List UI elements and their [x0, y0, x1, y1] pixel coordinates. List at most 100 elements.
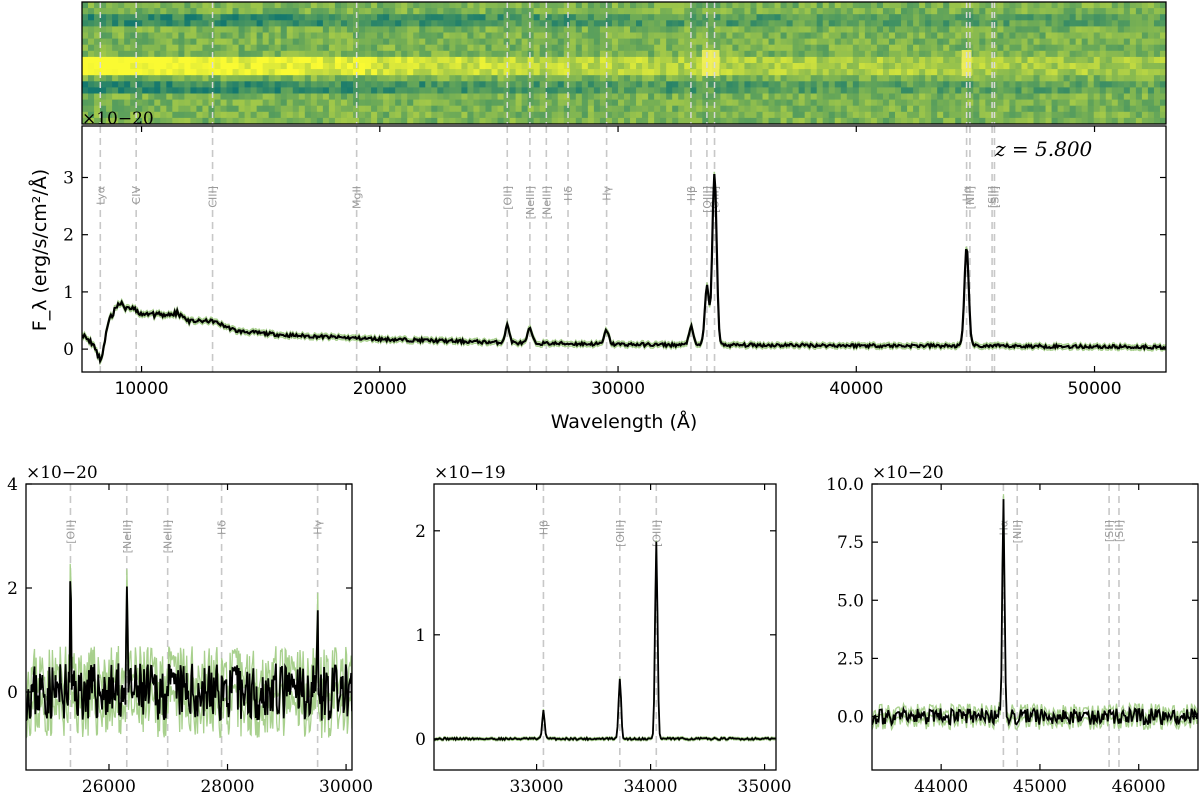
heatmap-cell — [365, 93, 372, 101]
heatmap-cell — [864, 87, 872, 94]
heatmap-cell — [527, 56, 535, 64]
heatmap-cell — [672, 44, 679, 52]
heatmap-cell — [154, 8, 161, 15]
heatmap-cell — [593, 20, 601, 27]
heatmap-cell — [955, 38, 962, 46]
heatmap-cell — [1069, 69, 1077, 76]
heatmap-cell — [1135, 32, 1143, 40]
heatmap-cell — [509, 111, 517, 119]
heatmap-cell — [256, 99, 264, 107]
heatmap-cell — [888, 50, 896, 58]
heatmap-cell — [334, 69, 342, 76]
heatmap-cell — [184, 26, 191, 33]
heatmap-cell — [690, 117, 697, 124]
heatmap-cell — [1063, 56, 1071, 64]
heatmap-cell — [804, 38, 812, 46]
heatmap-cell — [684, 93, 691, 101]
heatmap-cell — [250, 20, 258, 27]
heatmap-cell — [888, 2, 896, 9]
heatmap-cell — [792, 117, 800, 124]
heatmap-cell — [322, 81, 330, 88]
heatmap-cell — [413, 99, 420, 107]
heatmap-cell — [419, 117, 426, 124]
heatmap-cell — [202, 87, 209, 94]
heatmap-cell — [973, 69, 980, 76]
heatmap-cell — [322, 56, 330, 64]
heatmap-cell — [1147, 26, 1155, 33]
heatmap-cell — [816, 32, 824, 40]
heatmap-cell — [292, 117, 300, 124]
heatmap-cell — [660, 38, 667, 46]
heatmap-cell — [88, 20, 95, 27]
heatmap-cell — [389, 8, 396, 15]
heatmap-cell — [1081, 87, 1089, 94]
heatmap-cell — [274, 81, 282, 88]
heatmap-cell — [768, 81, 776, 88]
heatmap-cell — [184, 111, 191, 119]
heatmap-cell — [780, 14, 788, 21]
heatmap-cell — [888, 26, 896, 33]
heatmap-cell — [328, 87, 336, 94]
heatmap-cell — [551, 8, 559, 15]
heatmap-cell — [88, 50, 95, 58]
heatmap-cell — [226, 14, 234, 21]
heatmap-cell — [1087, 26, 1095, 33]
heatmap-cell — [786, 111, 794, 119]
heatmap-cell — [864, 20, 872, 27]
heatmap-cell — [1135, 75, 1143, 82]
heatmap-cell — [172, 56, 179, 64]
heatmap-cell — [509, 93, 517, 101]
heatmap-cell — [756, 50, 764, 58]
heatmap-cell — [292, 20, 300, 27]
heatmap-cell — [377, 8, 384, 15]
heatmap-cell — [166, 14, 173, 21]
heatmap-cell — [690, 32, 697, 40]
heatmap-cell — [1123, 87, 1131, 94]
heatmap-cell — [919, 99, 926, 107]
heatmap-cell — [497, 44, 505, 52]
heatmap-cell — [563, 117, 571, 124]
heatmap-cell — [154, 56, 161, 64]
heatmap-cell — [895, 50, 902, 58]
heatmap-cell — [545, 44, 553, 52]
heatmap-cell — [262, 2, 270, 9]
heatmap-cell — [413, 111, 420, 119]
heatmap-cell — [449, 56, 456, 64]
heatmap-cell — [690, 111, 697, 119]
heatmap-cell — [214, 93, 222, 101]
heatmap-cell — [895, 8, 902, 15]
heatmap-cell — [431, 63, 438, 70]
heatmap-cell — [250, 14, 258, 21]
heatmap-cell — [587, 26, 595, 33]
heatmap-cell — [190, 8, 197, 15]
heatmap-cell — [485, 56, 493, 64]
heatmap-cell — [792, 44, 800, 52]
heatmap-cell — [949, 44, 956, 52]
heatmap-cell — [810, 93, 818, 101]
heatmap-cell — [449, 105, 456, 113]
heatmap-cell — [322, 26, 330, 33]
heatmap-cell — [539, 75, 547, 82]
heatmap-cell — [82, 2, 89, 9]
heatmap-cell — [286, 99, 294, 107]
heatmap-cell — [816, 56, 824, 64]
heatmap-cell — [654, 69, 661, 76]
heatmap-cell — [774, 117, 782, 124]
heatmap-cell — [371, 38, 378, 46]
heatmap-cell — [666, 117, 673, 124]
heatmap-cell — [1135, 38, 1143, 46]
heatmap-cell — [220, 44, 228, 52]
heatmap-cell — [250, 8, 258, 15]
heatmap-cell — [666, 44, 673, 52]
heatmap-cell — [882, 117, 890, 124]
heatmap-cell — [1099, 26, 1107, 33]
heatmap-cell — [648, 93, 655, 101]
heatmap-cell — [286, 93, 294, 101]
heatmap-cell — [491, 69, 499, 76]
heatmap-cell — [858, 32, 866, 40]
heatmap-cell — [1063, 20, 1071, 27]
heatmap-cell — [389, 75, 396, 82]
heatmap-cell — [630, 87, 637, 94]
heatmap-cell — [202, 105, 209, 113]
heatmap-cell — [611, 56, 619, 64]
